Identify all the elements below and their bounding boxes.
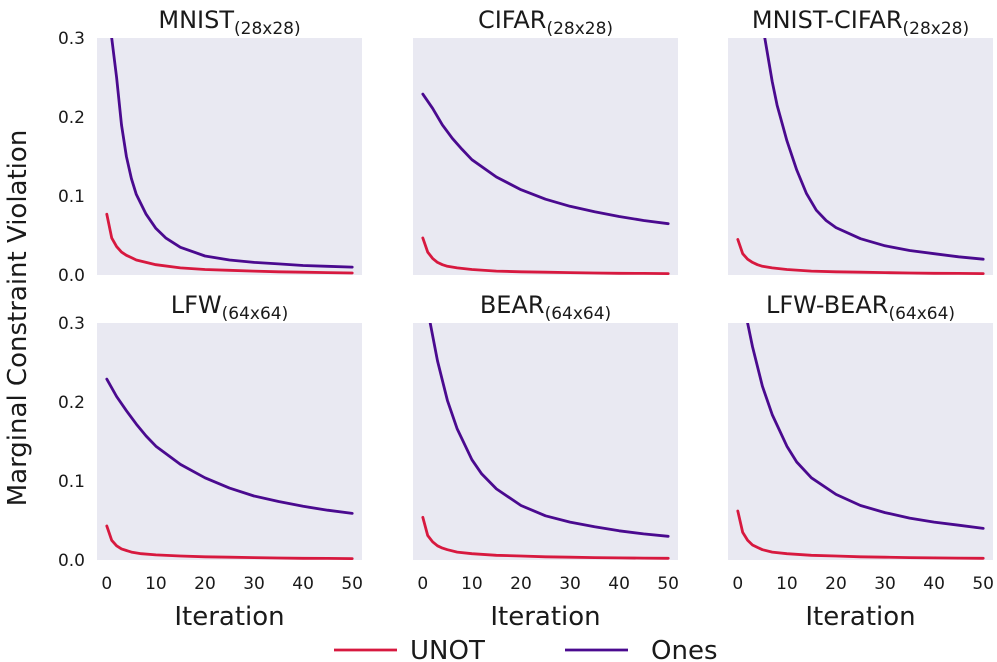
series-group <box>105 38 354 275</box>
series-line-unot <box>421 236 670 275</box>
x-tick-label: 0 <box>101 574 112 594</box>
panel-title: CIFAR(28x28) <box>478 6 613 39</box>
x-tick-label: 40 <box>923 574 945 594</box>
x-tick-label: 40 <box>292 574 314 594</box>
panel-cifar: CIFAR(28x28) <box>413 6 678 275</box>
panel-title-subscript: (28x28) <box>234 19 301 39</box>
series-line-unot <box>736 509 985 560</box>
series-line-ones <box>105 377 354 515</box>
panel-mnist: MNIST(28x28) 0.0 0.1 0.2 0.3 <box>58 6 362 286</box>
panel-title: LFW(64x64) <box>171 291 289 324</box>
x-tick-label: 50 <box>657 574 679 594</box>
x-tick-label: 10 <box>461 574 483 594</box>
panel-title-main: CIFAR <box>478 6 547 34</box>
y-tick-label: 0.3 <box>58 29 85 49</box>
legend: UNOT Ones <box>334 636 718 662</box>
x-tick-label: 30 <box>559 574 581 594</box>
x-tick-label: 40 <box>608 574 630 594</box>
x-tick-label: 10 <box>776 574 798 594</box>
panel-bear: BEAR(64x64) 0 10 20 30 40 50 Iteration <box>413 291 679 632</box>
panel-title: BEAR(64x64) <box>480 291 611 324</box>
y-tick-label: 0.3 <box>58 314 85 334</box>
series-line-ones <box>763 38 985 261</box>
x-tick-label: 20 <box>194 574 216 594</box>
series-line-unot <box>736 238 985 275</box>
panel-title-subscript: (28x28) <box>546 19 613 39</box>
panel-title-subscript: (28x28) <box>903 19 970 39</box>
legend-label-ones: Ones <box>651 636 718 662</box>
panel-title-main: LFW <box>171 291 222 319</box>
panel-title: LFW-BEAR(64x64) <box>766 291 955 324</box>
series-group <box>736 38 985 275</box>
panel-background <box>97 38 362 275</box>
panel-title-main: MNIST <box>158 6 234 34</box>
series-group <box>105 377 354 560</box>
series-line-unot <box>105 524 354 560</box>
x-tick-label: 20 <box>510 574 532 594</box>
series-line-unot <box>421 515 670 560</box>
series-line-ones <box>428 323 670 538</box>
y-tick-label: 0.2 <box>58 108 85 128</box>
panel-title-subscript: (64x64) <box>222 304 289 324</box>
panel-title-main: LFW-BEAR <box>766 291 888 319</box>
panel-title-subscript: (64x64) <box>545 304 612 324</box>
series-line-ones <box>746 323 985 530</box>
panel-background <box>413 323 678 560</box>
series-group <box>736 323 985 560</box>
series-group <box>421 323 670 560</box>
x-axis-label: Iteration <box>490 602 600 632</box>
x-tick-label: 50 <box>972 574 994 594</box>
panel-background <box>413 38 678 275</box>
series-line-ones <box>110 38 354 269</box>
panel-mnist-cifar: MNIST-CIFAR(28x28) <box>728 6 993 275</box>
x-tick-label: 30 <box>874 574 896 594</box>
panel-title: MNIST(28x28) <box>158 6 300 39</box>
x-tick-label: 0 <box>417 574 428 594</box>
panel-title-main: BEAR <box>480 291 545 319</box>
x-tick-label: 0 <box>732 574 743 594</box>
panel-lfw-bear: LFW-BEAR(64x64) 0 10 20 30 40 50 Iteration <box>728 291 994 632</box>
series-line-unot <box>105 212 354 275</box>
x-tick-label: 50 <box>341 574 363 594</box>
y-tick-label: 0.2 <box>58 393 85 413</box>
legend-label-unot: UNOT <box>410 636 485 662</box>
y-tick-label: 0.0 <box>58 266 85 286</box>
panel-title-subscript: (64x64) <box>888 304 955 324</box>
x-tick-label: 30 <box>243 574 265 594</box>
panel-background <box>97 323 362 560</box>
y-tick-label: 0.1 <box>58 472 85 492</box>
series-line-ones <box>421 92 670 226</box>
y-tick-label: 0.1 <box>58 187 85 207</box>
x-tick-label: 20 <box>825 574 847 594</box>
panel-title-main: MNIST-CIFAR <box>752 6 903 34</box>
x-axis-label: Iteration <box>805 602 915 632</box>
panel-lfw: LFW(64x64) 0.0 0.1 0.2 0.3 0 10 20 30 40 50 Iterati… <box>58 291 363 632</box>
panel-background <box>728 323 993 560</box>
y-tick-label: 0.0 <box>58 551 85 571</box>
panel-title: MNIST-CIFAR(28x28) <box>752 6 969 39</box>
series-group <box>421 92 670 275</box>
x-axis-label: Iteration <box>174 602 284 632</box>
x-tick-label: 10 <box>145 574 167 594</box>
y-axis-label: Marginal Constraint Violation <box>3 130 33 507</box>
